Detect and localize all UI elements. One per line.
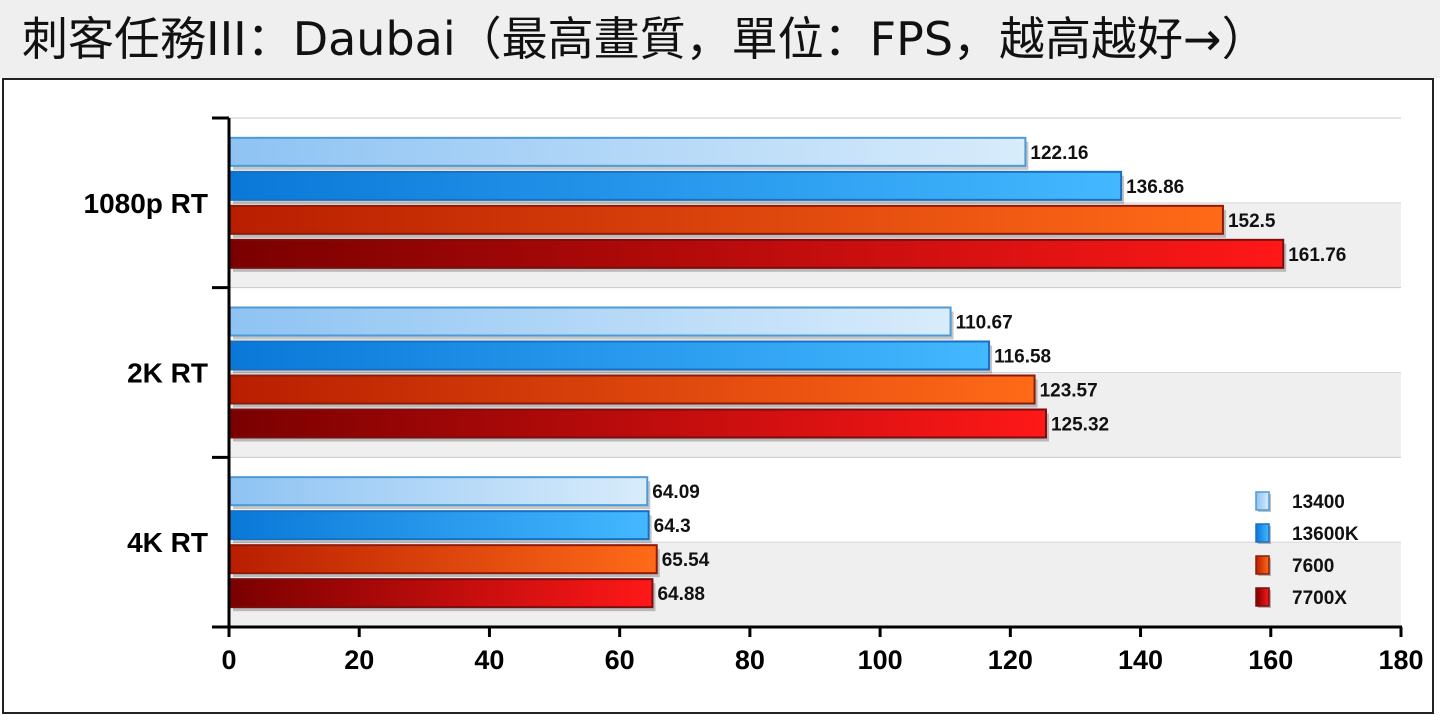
legend-label-13400: 13400 (1292, 492, 1345, 513)
value-label-7700x-1080p-rt: 161.76 (1288, 245, 1346, 266)
bar-7600-2k-rt (229, 374, 1036, 405)
x-tick-label-40: 40 (474, 645, 504, 675)
category-label-4k-rt: 4K RT (127, 527, 208, 558)
x-tick-label-140: 140 (1118, 645, 1163, 675)
bars: 122.16 136.86 152.5 161.76 110.67 116.58 123.5… (229, 136, 1346, 612)
legend-label-7700x: 7700X (1292, 588, 1347, 609)
bar-13600k-2k-rt (229, 340, 991, 371)
bar-13600k-4k-rt (229, 510, 650, 541)
x-tick-label-80: 80 (735, 645, 765, 675)
legend-swatch-7600 (1255, 555, 1270, 575)
category-label-1080p-rt: 1080p RT (84, 188, 209, 219)
bar-13400-2k-rt (229, 306, 952, 337)
value-label-7600-4k-rt: 65.54 (662, 550, 710, 571)
value-label-7700x-4k-rt: 64.88 (657, 584, 705, 605)
x-tick-label-180: 180 (1378, 645, 1423, 675)
legend-swatch-7700x (1255, 587, 1270, 607)
legend-swatch-13400 (1255, 491, 1270, 511)
legend-label-13600k: 13600K (1292, 524, 1359, 545)
bar-7600-4k-rt (229, 544, 658, 575)
x-tick-label-20: 20 (344, 645, 374, 675)
bar-7700x-1080p-rt (229, 238, 1285, 269)
x-tick-label-0: 0 (221, 645, 236, 675)
x-tick-label-160: 160 (1248, 645, 1293, 675)
value-label-7700x-2k-rt: 125.32 (1051, 415, 1109, 436)
legend-label-7600: 7600 (1292, 556, 1334, 577)
legend-swatch-13600k (1255, 523, 1270, 543)
bar-7700x-4k-rt (229, 578, 654, 609)
bar-13600k-1080p-rt (229, 170, 1123, 201)
value-label-13600k-1080p-rt: 136.86 (1126, 177, 1184, 198)
x-tick-label-100: 100 (858, 645, 903, 675)
value-label-7600-2k-rt: 123.57 (1040, 381, 1098, 402)
bar-13400-1080p-rt (229, 136, 1027, 167)
value-label-7600-1080p-rt: 152.5 (1228, 211, 1276, 232)
value-label-13400-1080p-rt: 122.16 (1030, 143, 1088, 164)
legend: 13400 13600K 7600 7700X (1255, 491, 1359, 609)
category-label-2k-rt: 2K RT (127, 358, 208, 389)
value-label-13400-4k-rt: 64.09 (652, 482, 700, 503)
bar-7600-1080p-rt (229, 204, 1224, 235)
chart-title: 刺客任務III：Daubai（最高畫質，單位：FPS，越高越好→） (22, 12, 1268, 66)
bar-7700x-2k-rt (229, 408, 1047, 439)
value-label-13600k-2k-rt: 116.58 (994, 347, 1051, 368)
value-label-13600k-4k-rt: 64.3 (654, 516, 691, 537)
x-tick-label-120: 120 (988, 645, 1033, 675)
x-tick-label-60: 60 (605, 645, 635, 675)
bar-13400-4k-rt (229, 476, 649, 507)
axes: 1080p RT 2K RT 4K RT 0 20 40 60 80 100 120 140 160 1… (84, 116, 1424, 675)
title-bar: 刺客任務III：Daubai（最高畫質，單位：FPS，越高越好→） (0, 0, 1440, 78)
value-label-13400-2k-rt: 110.67 (956, 313, 1013, 334)
